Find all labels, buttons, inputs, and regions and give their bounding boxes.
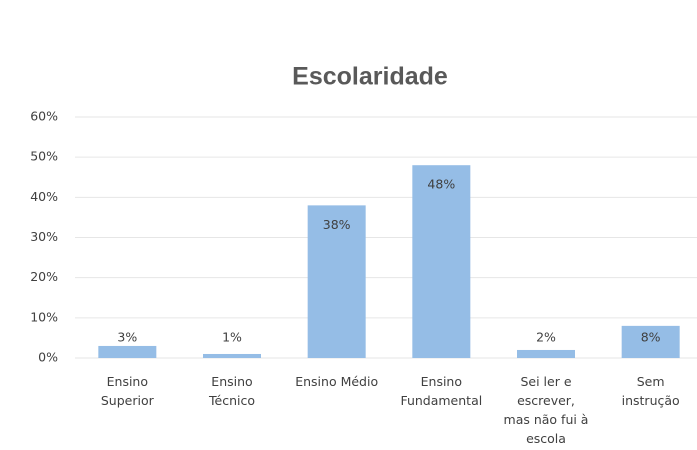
y-tick-label: 30% — [30, 229, 58, 244]
data-label: 48% — [427, 177, 455, 192]
bar — [621, 325, 680, 358]
y-tick-label: 20% — [30, 269, 58, 284]
bar — [98, 345, 157, 358]
y-tick-label: 50% — [30, 149, 58, 164]
chart-title: Escolaridade — [292, 63, 448, 91]
x-tick-label: Sem instrução — [622, 374, 680, 408]
data-label: 2% — [536, 330, 556, 345]
data-label: 38% — [323, 217, 351, 232]
bar — [203, 353, 261, 358]
data-label: 1% — [222, 330, 242, 345]
x-tick-label: Sei ler e escrever, mas não fui à escola — [504, 374, 589, 446]
x-tick-label: Ensino Técnico — [208, 374, 255, 408]
y-tick-label: 10% — [30, 309, 58, 324]
x-tick-label: Ensino Médio — [295, 374, 378, 389]
data-label: 8% — [641, 330, 661, 345]
x-tick-label: Ensino Superior — [101, 374, 155, 408]
bar — [307, 205, 366, 358]
data-label: 3% — [117, 330, 137, 345]
bar — [517, 349, 575, 358]
y-tick-label: 40% — [30, 189, 58, 204]
y-tick-label: 60% — [30, 109, 58, 124]
bar — [412, 165, 471, 358]
y-tick-label: 0% — [38, 350, 58, 365]
x-tick-label: Ensino Fundamental — [400, 374, 482, 408]
